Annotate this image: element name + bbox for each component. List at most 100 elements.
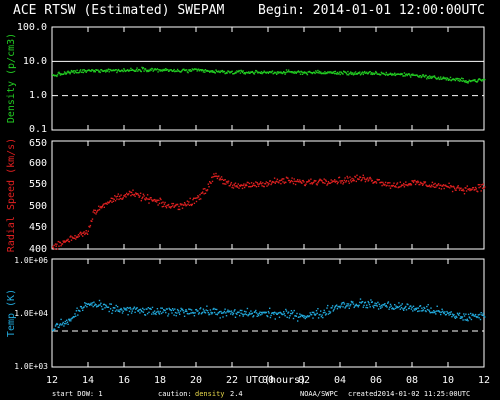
density-point (262, 71, 265, 74)
density-point (73, 72, 75, 74)
density-point (239, 70, 241, 72)
speed-point (382, 181, 384, 184)
speed-point (283, 178, 285, 180)
speed-point (208, 186, 210, 188)
density-point (119, 70, 122, 73)
temperature-point (66, 321, 69, 323)
speed-point (97, 209, 99, 211)
temperature-point (454, 316, 456, 318)
speed-point (179, 203, 182, 205)
density-point (203, 69, 205, 72)
density-point (404, 75, 406, 77)
speed-point (360, 179, 362, 182)
temperature-point (309, 312, 311, 314)
density-point (149, 70, 151, 72)
density-point (329, 71, 332, 73)
reference-lines (52, 60, 484, 332)
density-point (364, 70, 366, 73)
temperature-point (98, 304, 100, 306)
speed-point (186, 200, 189, 202)
temperature-point (403, 307, 406, 310)
temperature-point (372, 305, 374, 307)
speed-point (63, 241, 65, 243)
density-point (431, 76, 434, 78)
density-point (69, 73, 71, 75)
temperature-point (121, 312, 124, 314)
temperature-point (386, 306, 388, 308)
speed-point (323, 178, 325, 180)
speed-point (72, 237, 74, 239)
temperature-point (89, 304, 91, 306)
density-point (260, 72, 262, 74)
speed-point (375, 181, 377, 183)
speed-point (62, 240, 64, 242)
density-point (451, 78, 454, 80)
density-point (264, 71, 267, 74)
temperature-point (118, 309, 120, 311)
speed-point (334, 179, 336, 181)
temp-tick-1e3: 1.0E+03 (14, 362, 48, 371)
density-point (275, 72, 277, 74)
temperature-point (270, 314, 272, 317)
temperature-point (160, 307, 162, 309)
temperature-point (240, 312, 242, 314)
density-point (328, 72, 330, 74)
density-point (156, 68, 159, 70)
temperature-point (199, 308, 201, 310)
density-point (361, 71, 364, 73)
density-point (79, 69, 82, 71)
speed-point (96, 211, 98, 213)
density-point (221, 69, 223, 72)
speed-point (239, 185, 242, 187)
density-point (200, 69, 202, 71)
density-point (287, 69, 290, 71)
temperature-point (338, 305, 341, 308)
temperature-point (303, 315, 306, 317)
temperature-point (251, 312, 253, 314)
speed-point (294, 183, 297, 186)
density-point (163, 68, 166, 71)
density-point (352, 73, 354, 75)
speed-point (52, 246, 54, 248)
density-point (277, 72, 279, 74)
density-point (462, 78, 464, 80)
temperature-point (441, 308, 443, 310)
temperature-point (360, 302, 362, 304)
speed-point (423, 181, 425, 183)
temperature-point (93, 304, 96, 307)
density-point (145, 69, 147, 72)
speed-point (331, 181, 333, 183)
temperature-point (435, 313, 437, 315)
speed-point (435, 186, 437, 188)
density-point (107, 69, 109, 71)
speed-point (403, 182, 405, 185)
temperature-point (449, 313, 452, 315)
density-point (347, 70, 349, 73)
density-point (147, 70, 149, 73)
x-tick-label: 08 (406, 375, 418, 386)
density-point (142, 68, 144, 70)
temperature-point (342, 306, 344, 308)
temperature-point (176, 312, 178, 314)
density-point (193, 69, 195, 71)
temperature-point (470, 318, 473, 321)
speed-point (299, 181, 302, 183)
speed-point (209, 181, 211, 183)
temperature-point (283, 311, 285, 313)
speed-point (131, 193, 133, 196)
density-point (68, 71, 71, 73)
density-point (204, 71, 206, 73)
speed-point (345, 180, 348, 182)
density-point (365, 72, 367, 74)
density-point (160, 69, 162, 71)
density-point (439, 78, 441, 80)
temperature-point (109, 303, 111, 305)
temperature-point (179, 310, 182, 312)
temperature-point (282, 313, 284, 316)
density-tick-1: 1.0 (29, 90, 47, 101)
temperature-point (304, 317, 306, 320)
temperature-point (313, 311, 315, 314)
density-point (394, 72, 396, 74)
density-point (165, 68, 167, 70)
temperature-point (379, 305, 381, 308)
